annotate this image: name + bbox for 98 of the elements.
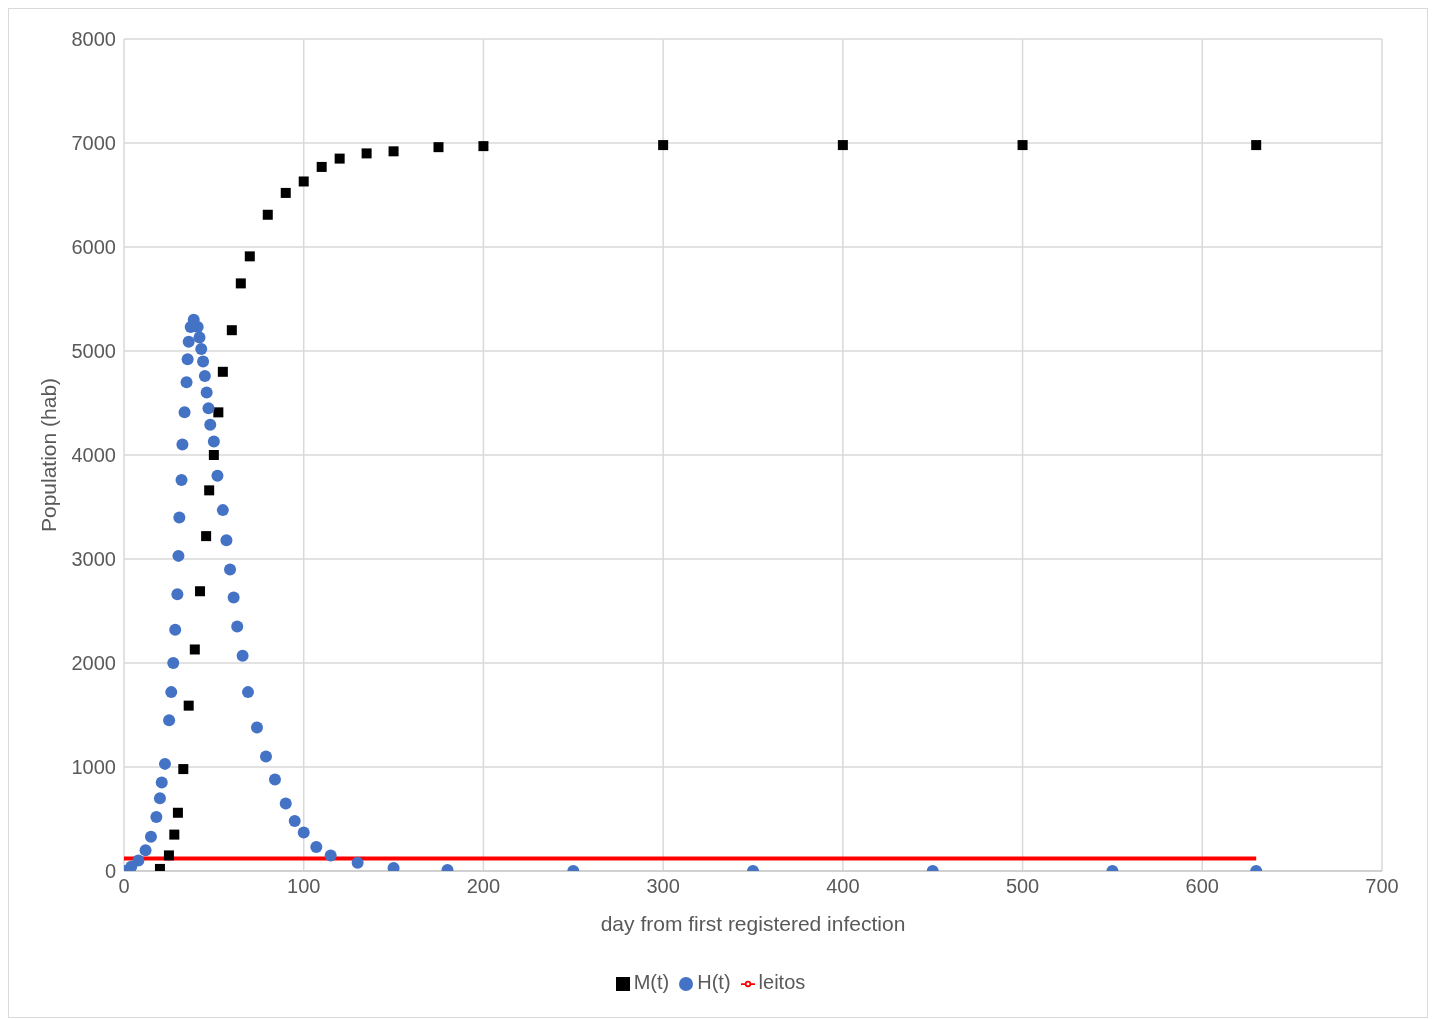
point <box>216 504 229 517</box>
point <box>1017 140 1028 151</box>
x-tick-label: 700 <box>1365 875 1399 898</box>
point <box>193 331 206 344</box>
point <box>176 438 189 451</box>
point <box>217 366 228 377</box>
y-tick-label: 6000 <box>71 236 116 259</box>
y-tick-label: 0 <box>104 860 116 883</box>
point <box>181 353 194 366</box>
point <box>224 563 237 576</box>
point <box>165 686 178 699</box>
point <box>213 407 224 418</box>
point <box>172 807 183 818</box>
point <box>201 531 212 542</box>
legend-label: leitos <box>758 971 806 993</box>
point <box>169 623 182 636</box>
point <box>175 473 188 486</box>
point <box>208 450 219 460</box>
point <box>178 406 191 419</box>
point <box>298 176 309 187</box>
point <box>288 815 301 828</box>
point <box>658 140 669 151</box>
point <box>387 861 400 871</box>
point <box>1251 140 1262 151</box>
point <box>324 849 337 862</box>
point <box>280 187 291 198</box>
point <box>220 534 233 547</box>
point <box>144 830 157 843</box>
point <box>178 764 189 775</box>
point <box>259 750 272 763</box>
legend-label: M(t) <box>633 971 670 993</box>
y-tick-label: 1000 <box>71 756 116 779</box>
point <box>837 140 848 151</box>
point <box>244 251 255 262</box>
legend-label: H(t) <box>697 971 731 993</box>
point <box>433 142 444 153</box>
x-tick-label: 600 <box>1185 875 1219 898</box>
point <box>297 826 310 839</box>
point <box>316 161 327 172</box>
point <box>242 686 254 699</box>
point <box>150 810 163 823</box>
point <box>236 649 249 662</box>
point <box>268 773 281 786</box>
point <box>262 209 273 220</box>
point <box>200 386 213 399</box>
y-tick-label: 4000 <box>71 444 116 467</box>
point <box>195 586 206 597</box>
point <box>235 278 246 289</box>
point <box>180 376 193 389</box>
point <box>163 850 174 861</box>
point <box>204 485 215 496</box>
point <box>211 469 224 482</box>
point <box>250 721 263 734</box>
point <box>172 549 185 562</box>
point <box>158 757 171 770</box>
point <box>173 511 186 524</box>
point <box>202 402 215 415</box>
point <box>207 435 220 448</box>
point <box>310 841 323 854</box>
y-tick-label: 3000 <box>71 548 116 571</box>
x-tick-label: 500 <box>1005 875 1040 898</box>
point <box>226 325 237 336</box>
point <box>139 844 152 857</box>
point <box>169 829 180 840</box>
y-axis-title: Population (hab) <box>37 377 61 533</box>
x-tick-label: 200 <box>466 875 501 898</box>
point <box>167 657 180 669</box>
y-tick-label: 2000 <box>71 652 116 675</box>
point <box>183 700 194 711</box>
point <box>132 854 145 867</box>
point <box>361 148 372 159</box>
x-tick-label: 100 <box>287 875 321 898</box>
point <box>153 792 166 805</box>
point <box>182 335 195 348</box>
point <box>204 418 217 431</box>
point <box>279 797 292 810</box>
point <box>154 863 165 871</box>
point <box>388 146 399 157</box>
point <box>163 714 176 727</box>
point <box>189 644 200 655</box>
point <box>155 776 168 789</box>
point <box>231 620 244 633</box>
x-tick-label: 300 <box>646 875 680 898</box>
x-tick-label: 400 <box>826 875 860 898</box>
point <box>227 591 240 604</box>
y-tick-label: 8000 <box>71 28 116 51</box>
y-tick-label: 5000 <box>71 340 116 363</box>
x-axis-title: day from first registered infection <box>600 912 906 935</box>
point <box>351 856 364 869</box>
x-tick-label: 0 <box>118 875 130 898</box>
y-tick-label: 7000 <box>71 132 116 155</box>
point <box>195 342 208 355</box>
point <box>171 588 184 601</box>
point <box>334 153 345 164</box>
point <box>478 141 489 152</box>
point <box>198 369 211 382</box>
point <box>125 860 138 871</box>
point <box>197 355 210 368</box>
